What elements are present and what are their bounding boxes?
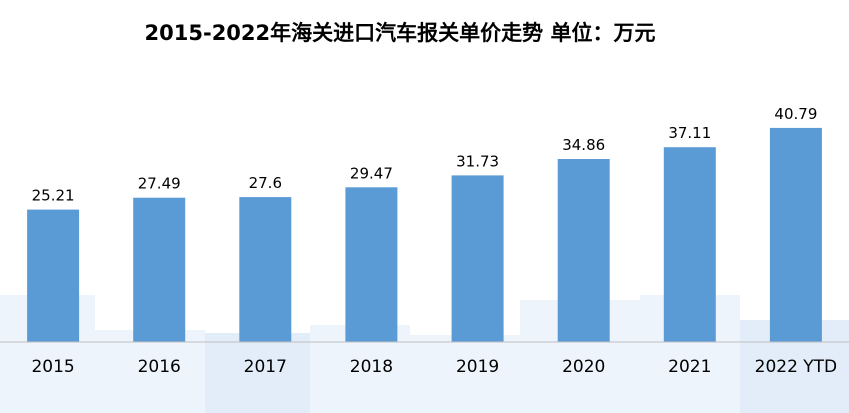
value-label: 29.47	[350, 164, 393, 182]
value-label: 37.11	[668, 124, 711, 142]
chart-title: 2015-2022年海关进口汽车报关单价走势 单位：万元	[145, 21, 656, 45]
value-label: 27.6	[249, 174, 282, 192]
value-label: 34.86	[562, 136, 605, 154]
bar-2017	[239, 197, 292, 342]
bar-2019	[451, 175, 504, 342]
bar-2018	[345, 187, 398, 342]
bar-2021	[663, 147, 716, 342]
x-tick-label: 2022 YTD	[755, 357, 838, 377]
x-axis-tick-labels: 2015 2016 2017 2018 2019 2020 2021 2022 YTD	[31, 357, 837, 377]
value-label: 25.21	[32, 187, 75, 205]
x-tick-label: 2018	[350, 357, 393, 377]
bar-2022-ytd	[769, 127, 822, 343]
value-label: 31.73	[456, 152, 499, 170]
x-tick-label: 2019	[456, 357, 499, 377]
x-tick-label: 2016	[138, 357, 181, 377]
bar-series	[27, 127, 822, 343]
bar-2015	[27, 209, 80, 342]
background-decoration	[0, 295, 849, 413]
x-tick-label: 2021	[668, 357, 711, 377]
bar-2020	[557, 159, 610, 342]
x-tick-label: 2015	[31, 357, 74, 377]
value-labels: 25.21 27.49 27.6 29.47 31.73 34.86 37.11 40.79	[32, 105, 818, 205]
value-label: 27.49	[138, 175, 181, 193]
x-tick-label: 2017	[244, 357, 287, 377]
x-tick-label: 2020	[562, 357, 605, 377]
value-label: 40.79	[774, 105, 817, 123]
bar-2016	[133, 197, 186, 342]
